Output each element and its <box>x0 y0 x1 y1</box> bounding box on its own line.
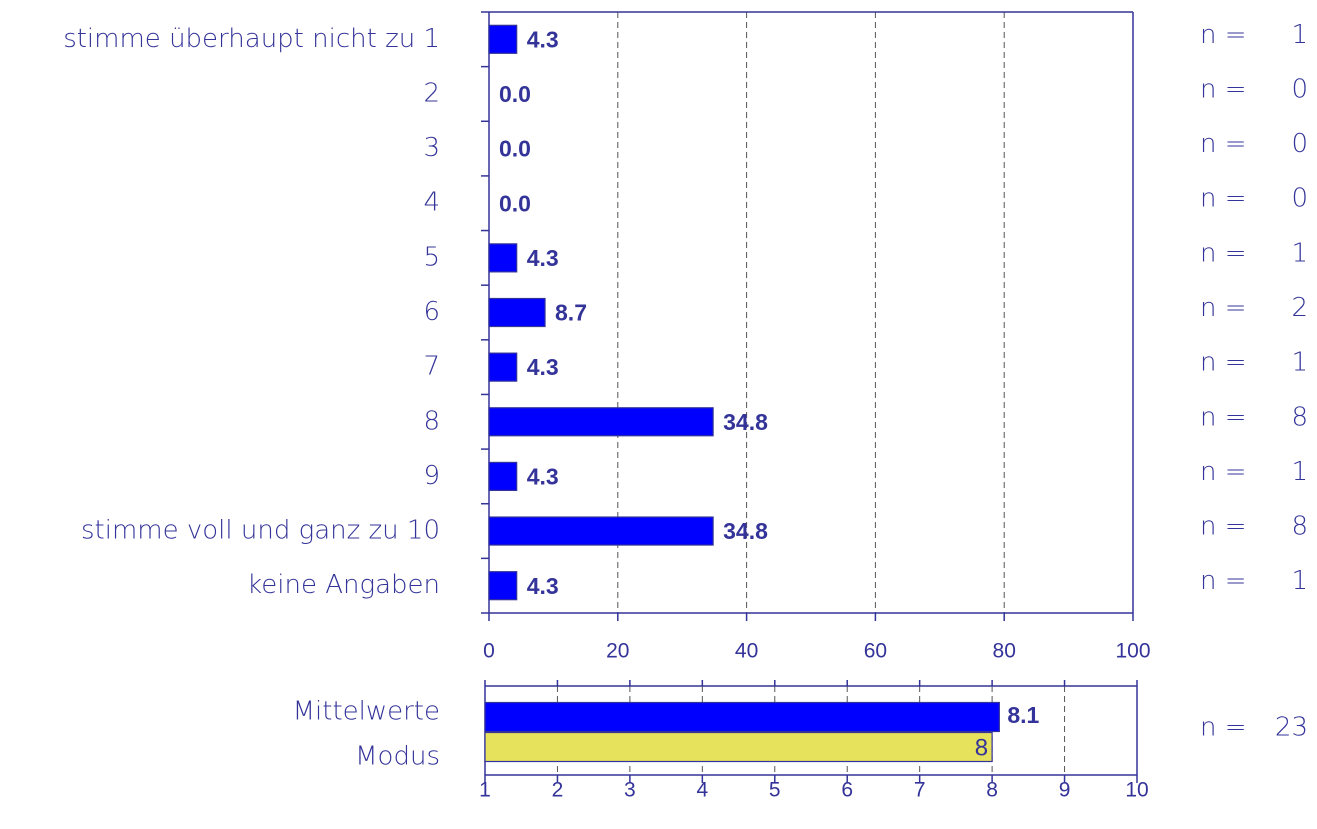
bar <box>488 461 518 492</box>
x-tick-label: 5 <box>769 779 781 802</box>
category-label: 3 <box>423 133 440 163</box>
x-tick-label: 20 <box>606 640 629 663</box>
n-label: n = <box>1200 348 1247 378</box>
n-count: 1 <box>1291 457 1308 487</box>
n-count: 23 <box>1275 713 1308 743</box>
value-label: 4.3 <box>527 26 559 52</box>
category-label: Mittelwerte <box>293 697 440 727</box>
value-label: 0.0 <box>499 81 531 107</box>
category-label: 6 <box>423 297 440 327</box>
value-label: 0.0 <box>499 190 531 216</box>
x-tick-label: 7 <box>914 779 926 802</box>
value-label: 34.8 <box>723 518 768 544</box>
n-count: 8 <box>1291 512 1308 542</box>
value-label: 0.0 <box>499 136 531 162</box>
n-label: n = <box>1200 238 1247 268</box>
value-label: 8.1 <box>1007 702 1039 728</box>
n-label: n = <box>1200 457 1247 487</box>
n-count: 0 <box>1291 74 1308 104</box>
n-label: n = <box>1200 184 1247 214</box>
n-label: n = <box>1200 402 1247 432</box>
x-tick-label: 100 <box>1115 640 1150 663</box>
category-label: 5 <box>423 242 440 272</box>
value-label: 4.3 <box>527 573 559 599</box>
value-label: 4.3 <box>527 245 559 271</box>
n-count: 1 <box>1291 20 1308 50</box>
x-tick-label: 10 <box>1125 779 1148 802</box>
x-tick-label: 3 <box>624 779 636 802</box>
x-tick-label: 1 <box>479 779 491 802</box>
n-label: n = <box>1200 566 1247 596</box>
value-label: 4.3 <box>527 354 559 380</box>
n-label: n = <box>1200 512 1247 542</box>
value-label: 34.8 <box>723 409 768 435</box>
n-count: 8 <box>1291 402 1308 432</box>
x-tick-label: 80 <box>993 640 1016 663</box>
bar <box>484 701 1000 733</box>
n-label: n = <box>1200 293 1247 323</box>
x-tick-label: 9 <box>1059 779 1071 802</box>
bar <box>484 731 993 763</box>
n-label: n = <box>1200 713 1247 743</box>
x-tick-label: 60 <box>864 640 887 663</box>
n-count: 1 <box>1291 238 1308 268</box>
value-label: 8.7 <box>555 300 587 326</box>
bar <box>488 516 714 546</box>
bar <box>488 24 518 54</box>
category-label: 7 <box>423 352 440 382</box>
n-label: n = <box>1200 129 1247 159</box>
x-tick-label: 0 <box>483 640 495 663</box>
category-label: 8 <box>423 406 440 436</box>
x-tick-label: 6 <box>841 779 853 802</box>
n-count: 0 <box>1291 129 1308 159</box>
category-label: keine Angaben <box>247 570 440 600</box>
category-label: stimme voll und ganz zu 10 <box>81 516 440 546</box>
x-tick-label: 8 <box>986 779 998 802</box>
n-count: 0 <box>1291 184 1308 214</box>
bar <box>488 243 518 273</box>
bar <box>488 352 518 382</box>
x-tick-label: 40 <box>735 640 758 663</box>
n-count: 1 <box>1291 348 1308 378</box>
bar <box>488 407 714 437</box>
x-tick-label: 2 <box>552 779 564 802</box>
category-label: 9 <box>423 461 440 491</box>
category-label: stimme überhaupt nicht zu 1 <box>63 24 440 54</box>
value-label: 8 <box>975 734 988 761</box>
category-label: Modus <box>355 742 440 772</box>
value-label: 4.3 <box>527 463 559 489</box>
category-label: 2 <box>423 78 440 108</box>
n-label: n = <box>1200 74 1247 104</box>
bar <box>488 297 546 328</box>
n-count: 1 <box>1291 566 1308 596</box>
x-tick-label: 4 <box>696 779 708 802</box>
bar <box>488 571 518 601</box>
n-count: 2 <box>1291 293 1308 323</box>
category-label: 4 <box>423 188 440 218</box>
n-label: n = <box>1200 20 1247 50</box>
